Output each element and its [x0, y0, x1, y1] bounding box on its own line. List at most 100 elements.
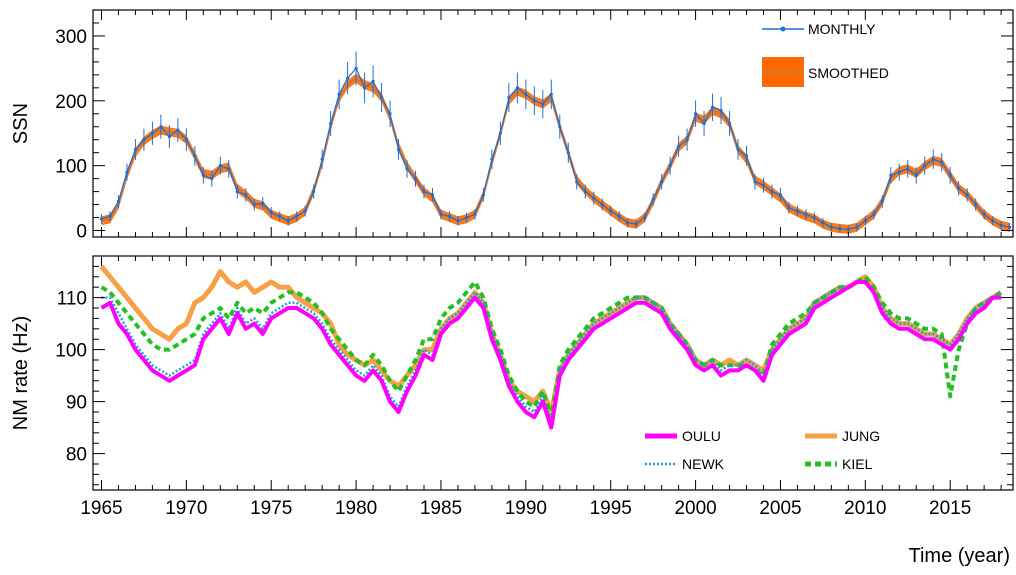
- monthly-point: [838, 226, 842, 231]
- monthly-point: [320, 157, 324, 161]
- monthly-point: [396, 147, 401, 152]
- monthly-point: [702, 121, 706, 126]
- y-tick-label: 100: [55, 341, 87, 362]
- monthly-point: [846, 227, 850, 231]
- monthly-point: [965, 193, 969, 197]
- x-tick-label: 1970: [165, 498, 207, 519]
- monthly-point: [286, 219, 290, 223]
- y-tick-label: 100: [55, 157, 87, 178]
- legend-smoothed-label: SMOOTHED: [808, 65, 889, 81]
- monthly-point: [278, 214, 282, 218]
- series-jung-line: [99, 264, 1003, 415]
- monthly-point: [804, 212, 808, 216]
- x-tick-label: 1985: [420, 498, 462, 519]
- monthly-point: [660, 180, 664, 184]
- monthly-point: [261, 201, 265, 205]
- series-oulu-line: [100, 280, 1002, 430]
- monthly-point: [940, 160, 944, 165]
- monthly-point: [897, 170, 901, 174]
- monthly-point: [235, 190, 239, 194]
- monthly-point: [1008, 225, 1012, 229]
- monthly-point: [914, 173, 918, 177]
- monthly-point: [150, 131, 155, 135]
- monthly-point: [974, 202, 978, 207]
- monthly-point: [787, 206, 791, 210]
- monthly-point: [481, 193, 486, 197]
- monthly-point: [133, 147, 138, 152]
- x-axis-title: Time (year): [909, 545, 1010, 567]
- monthly-point: [744, 154, 749, 158]
- monthly-point: [388, 112, 392, 116]
- nm-rate-y-axis-title: NM rate (Hz): [10, 316, 32, 430]
- monthly-point: [999, 223, 1003, 227]
- monthly-point: [626, 221, 630, 225]
- y-tick-label: 0: [76, 222, 87, 243]
- monthly-point: [193, 154, 197, 158]
- smoothed-line: [101, 77, 1010, 230]
- monthly-point: [210, 177, 214, 181]
- monthly-point: [609, 209, 613, 213]
- monthly-point: [863, 219, 867, 223]
- monthly-point: [770, 190, 774, 194]
- monthly-point: [447, 214, 452, 218]
- monthly-point: [736, 147, 740, 152]
- monthly-point: [778, 193, 783, 197]
- monthly-point: [244, 193, 248, 197]
- monthly-point: [906, 167, 910, 171]
- monthly-point: [184, 138, 188, 142]
- monthly-point: [600, 202, 604, 207]
- monthly-point: [710, 105, 715, 109]
- monthly-point: [872, 212, 876, 216]
- monthly-point: [821, 221, 825, 225]
- monthly-point: [948, 173, 952, 177]
- ssn-panel: 0 100 200 300 SSN MONTHLY SMOOTHED: [10, 9, 1014, 243]
- ssn-y-axis-title: SSN: [10, 103, 32, 144]
- monthly-point: [923, 164, 927, 168]
- monthly-point: [795, 209, 800, 213]
- monthly-point: [677, 144, 681, 148]
- monthly-point: [312, 190, 316, 194]
- monthly-point: [982, 212, 986, 216]
- monthly-point: [422, 190, 426, 194]
- monthly-point: [524, 92, 528, 96]
- nm-rate-plot-frame: [92, 255, 1014, 491]
- legend-oulu-label: OULU: [682, 428, 721, 444]
- monthly-point: [829, 225, 833, 229]
- legend-kiel-label: KIEL: [842, 456, 873, 472]
- x-tick-label: 2000: [674, 498, 716, 519]
- monthly-point: [575, 180, 579, 184]
- legend-newk-label: NEWK: [682, 456, 725, 472]
- monthly-point: [295, 214, 299, 218]
- monthly-point: [329, 121, 333, 126]
- monthly-point: [167, 134, 171, 139]
- ssn-plot-frame: [92, 9, 1014, 238]
- monthly-point: [931, 157, 935, 161]
- monthly-point: [379, 95, 384, 100]
- monthly-point: [855, 225, 859, 229]
- monthly-point: [957, 186, 961, 190]
- monthly-point: [473, 212, 477, 216]
- monthly-point: [812, 215, 817, 220]
- monthly-point: [583, 190, 587, 194]
- x-tick-label: 2005: [759, 498, 801, 519]
- monthly-point: [159, 125, 163, 129]
- y-tick-label: 110: [57, 289, 87, 310]
- monthly-point: [719, 108, 723, 113]
- monthly-point: [668, 164, 672, 168]
- monthly-line: [101, 67, 1010, 230]
- monthly-point: [761, 183, 766, 187]
- monthly-point: [643, 215, 647, 220]
- series-kiel-line: [100, 274, 1003, 420]
- monthly-point: [889, 173, 893, 177]
- x-tick-label: 1980: [335, 498, 377, 519]
- monthly-point: [269, 210, 273, 214]
- monthly-point: [201, 173, 205, 177]
- monthly-point: [125, 170, 129, 174]
- x-tick-label: 2010: [844, 498, 886, 519]
- monthly-point: [566, 151, 570, 155]
- monthly-point: [634, 222, 638, 226]
- monthly-point: [405, 167, 409, 171]
- monthly-point: [456, 219, 460, 223]
